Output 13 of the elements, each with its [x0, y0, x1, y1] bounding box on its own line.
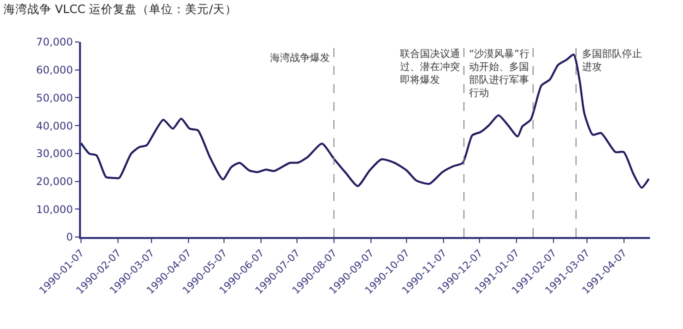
- ref-line-label: 海湾战争爆发: [270, 52, 330, 64]
- ref-line-label: “沙漠风暴”行动开始、多国部队进行军事行动: [469, 48, 530, 99]
- y-tick-label: 10,000: [36, 204, 73, 216]
- ref-line-label: 联合国决议通过、潜在冲突即将爆发: [400, 48, 460, 86]
- y-tick-label: 30,000: [36, 148, 73, 160]
- y-tick-label: 70,000: [36, 36, 73, 49]
- chart-title: 海湾战争 VLCC 运价复盘（单位：美元/天）: [3, 2, 237, 16]
- ref-line-label: 多国部队停止进攻: [582, 48, 642, 73]
- y-tick-label: 50,000: [36, 92, 73, 104]
- y-tick-label: 0: [66, 232, 73, 244]
- y-tick-label: 20,000: [36, 176, 73, 188]
- y-tick-label: 60,000: [36, 64, 73, 77]
- y-tick-label: 40,000: [36, 120, 73, 132]
